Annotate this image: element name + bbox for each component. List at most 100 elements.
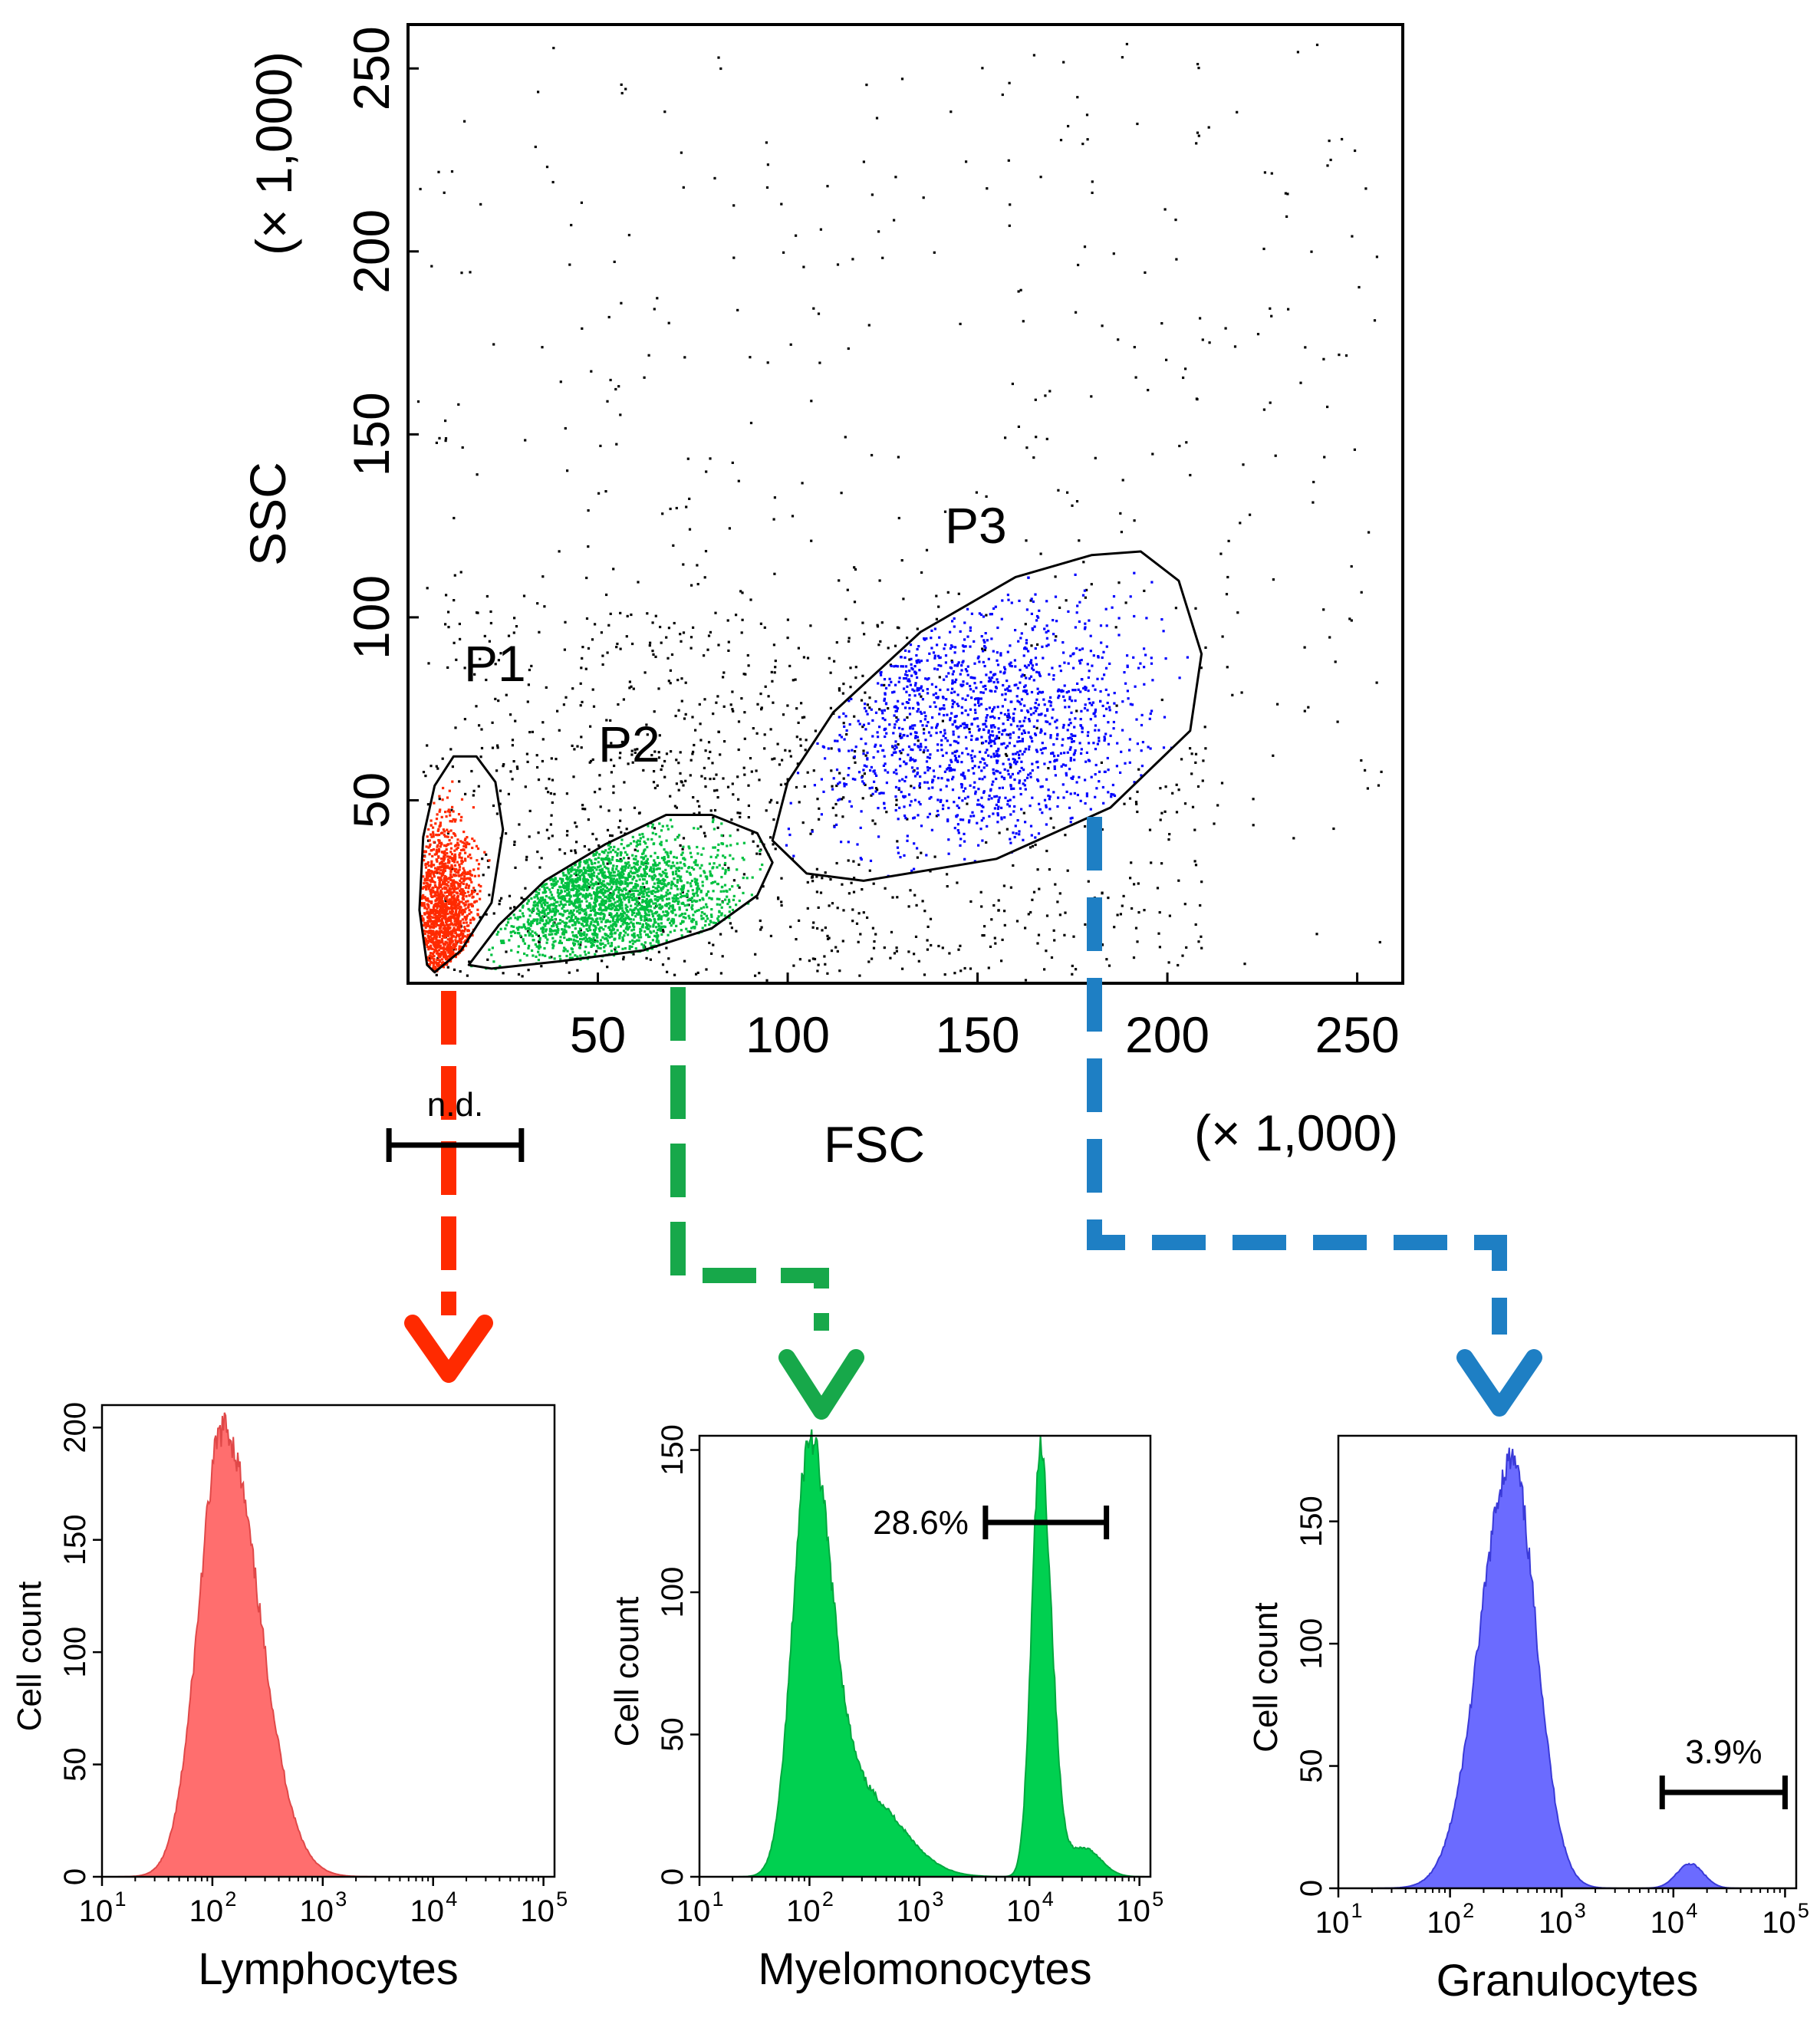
gated-event-dot [541, 910, 545, 913]
event-dot [564, 696, 568, 699]
gated-event-dot [437, 945, 440, 948]
event-dot [545, 686, 548, 689]
gated-event-dot [621, 869, 624, 872]
gated-event-dot [657, 925, 660, 928]
gated-event-dot [676, 836, 680, 839]
event-dot [803, 785, 806, 788]
event-dot [1083, 245, 1087, 248]
gated-event-dot [429, 843, 432, 846]
event-dot [538, 866, 541, 869]
gated-event-dot [654, 864, 657, 867]
gated-event-dot [567, 894, 570, 897]
gated-event-dot [557, 888, 560, 892]
gated-event-dot [449, 953, 452, 956]
gated-event-dot [717, 919, 720, 923]
gated-event-dot [446, 855, 449, 858]
event-dot [755, 769, 758, 772]
gated-event-dot [616, 854, 619, 857]
gated-event-dot [456, 918, 459, 921]
event-dot [580, 746, 583, 749]
gated-event-dot [423, 904, 426, 907]
gated-event-dot [976, 717, 979, 720]
gated-event-dot [670, 851, 673, 854]
gated-event-dot [619, 880, 622, 884]
gated-event-dot [447, 861, 450, 864]
gated-event-dot [453, 820, 456, 823]
gated-event-dot [673, 929, 676, 932]
event-dot [617, 703, 620, 706]
gated-event-dot [660, 829, 663, 832]
gated-event-dot [604, 936, 607, 940]
gated-event-dot [574, 934, 577, 937]
gated-event-dot [650, 866, 653, 869]
gated-event-dot [597, 861, 600, 864]
event-dot [1059, 139, 1063, 142]
gated-event-dot [667, 881, 670, 885]
event-dot [1358, 285, 1361, 289]
gated-event-dot [627, 872, 630, 875]
gated-event-dot [464, 928, 467, 931]
gated-event-dot [584, 916, 587, 919]
event-dot [773, 496, 776, 499]
gated-event-dot [606, 876, 609, 879]
gated-event-dot [591, 878, 594, 881]
gated-event-dot [434, 949, 437, 953]
gated-event-dot [437, 876, 440, 879]
event-dot [756, 703, 759, 706]
gated-event-dot [681, 851, 684, 854]
gated-event-dot [565, 884, 568, 887]
gated-event-dot [449, 947, 453, 950]
gated-event-dot [571, 881, 574, 884]
gated-event-dot [437, 871, 440, 874]
gated-event-dot [630, 929, 634, 932]
gated-event-dot [665, 891, 668, 894]
gated-event-dot [551, 936, 555, 940]
gated-event-dot [631, 942, 634, 945]
gated-event-dot [720, 822, 723, 825]
gated-event-dot [532, 903, 535, 907]
gated-event-dot [504, 927, 507, 930]
gated-event-dot [657, 880, 660, 884]
gated-event-dot [451, 906, 454, 910]
event-dot [895, 716, 898, 719]
event-dot [545, 828, 548, 831]
gated-event-dot [628, 926, 631, 929]
gated-event-dot [602, 876, 605, 879]
gated-event-dot [471, 933, 474, 937]
event-dot [803, 716, 806, 719]
gated-event-dot [700, 864, 703, 867]
gated-event-dot [693, 894, 696, 897]
event-dot [1063, 933, 1066, 936]
gated-event-dot [587, 926, 591, 930]
gated-event-dot [463, 891, 466, 895]
event-dot [1296, 51, 1299, 54]
event-dot [694, 729, 697, 732]
gated-event-dot [551, 930, 555, 933]
event-dot [916, 627, 919, 630]
gated-event-dot [548, 904, 551, 907]
gated-event-dot [555, 933, 558, 936]
gated-event-dot [432, 937, 435, 940]
event-dot [426, 839, 430, 842]
gated-event-dot [581, 909, 584, 912]
gated-event-dot [445, 848, 448, 851]
event-dot [609, 612, 612, 615]
gated-event-dot [476, 847, 480, 851]
gated-event-dot [716, 849, 719, 852]
event-dot [449, 748, 453, 751]
gated-event-dot [614, 932, 617, 935]
event-dot [802, 656, 805, 659]
gated-event-dot [1115, 765, 1118, 768]
event-dot [703, 777, 706, 780]
gated-event-dot [457, 916, 460, 919]
event-dot [515, 625, 518, 628]
event-dot [581, 700, 584, 703]
gated-event-dot [524, 933, 527, 937]
gated-event-dot [434, 871, 437, 874]
gated-event-dot [426, 934, 429, 937]
event-dot [872, 882, 875, 885]
event-dot [1001, 93, 1004, 97]
event-dot [770, 670, 773, 673]
event-dot [758, 778, 761, 782]
event-dot [1008, 81, 1011, 84]
